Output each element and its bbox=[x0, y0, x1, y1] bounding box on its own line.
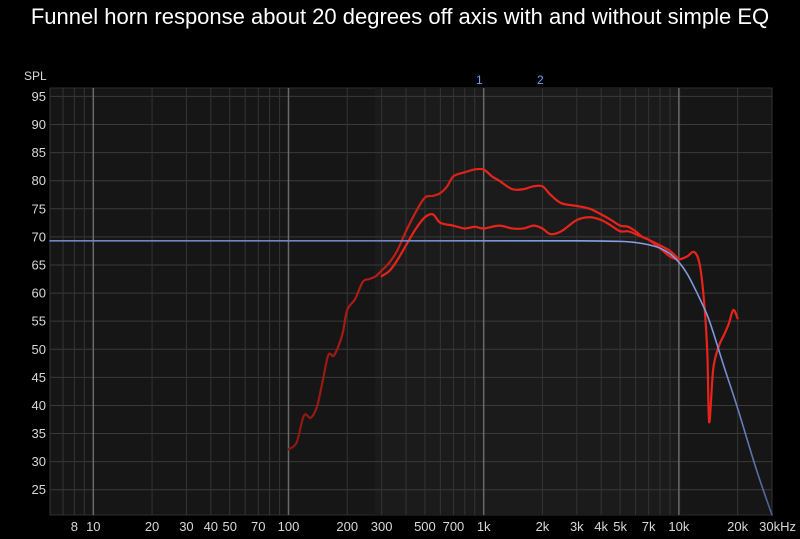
x-axis-ticks: 8 10 20 30 40 50 70 100 200 300 500 700 1k 2k 3k 4k 5k 7k… bbox=[71, 519, 796, 534]
x-tick-label: 30 bbox=[179, 519, 193, 534]
x-tick-label: 20 bbox=[145, 519, 159, 534]
y-axis-ticks: 95 90 85 80 75 70 65 60 55 50 45 40 35 30 25 bbox=[32, 89, 46, 497]
x-tick-label: 30kHz bbox=[759, 519, 796, 534]
y-tick-label: 40 bbox=[32, 398, 46, 413]
x-tick-label: 50 bbox=[222, 519, 236, 534]
y-tick-label: 65 bbox=[32, 257, 46, 272]
grid-lines bbox=[49, 88, 773, 515]
y-tick-label: 25 bbox=[32, 482, 46, 497]
x-tick-label: 10 bbox=[86, 519, 100, 534]
y-tick-label: 80 bbox=[32, 173, 46, 188]
x-tick-label: 4k bbox=[594, 519, 608, 534]
series-line-1 bbox=[380, 213, 680, 278]
series-line-0 bbox=[287, 167, 739, 451]
y-tick-label: 85 bbox=[32, 145, 46, 160]
x-tick-label: 3k bbox=[570, 519, 584, 534]
x-tick-label: 20k bbox=[727, 519, 748, 534]
x-tick-label: 8 bbox=[71, 519, 78, 534]
y-tick-label: 75 bbox=[32, 201, 46, 216]
y-tick-label: 50 bbox=[32, 342, 46, 357]
y-tick-label: 55 bbox=[32, 314, 46, 329]
chart-title: Funnel horn response about 20 degrees of… bbox=[30, 4, 770, 29]
data-series bbox=[49, 167, 773, 516]
y-tick-label: 35 bbox=[32, 426, 46, 441]
y-tick-label: 45 bbox=[32, 370, 46, 385]
series-line-2 bbox=[49, 239, 773, 516]
y-tick-label: 90 bbox=[32, 117, 46, 132]
x-tick-label: 2k bbox=[536, 519, 550, 534]
x-tick-label: 500 bbox=[414, 519, 436, 534]
y-tick-label: 30 bbox=[32, 454, 46, 469]
y-axis-label: SPL bbox=[24, 69, 47, 83]
x-tick-label: 7k bbox=[642, 519, 656, 534]
x-tick-label: 200 bbox=[336, 519, 358, 534]
x-tick-label: 1k bbox=[477, 519, 491, 534]
x-tick-label: 10k bbox=[668, 519, 689, 534]
y-tick-label: 95 bbox=[32, 89, 46, 104]
x-tick-label: 100 bbox=[278, 519, 300, 534]
x-tick-label: 700 bbox=[443, 519, 465, 534]
y-tick-label: 70 bbox=[32, 229, 46, 244]
marker-label-2[interactable]: 2 bbox=[537, 73, 544, 87]
y-tick-label: 60 bbox=[32, 286, 46, 301]
x-tick-label: 70 bbox=[251, 519, 265, 534]
plot-highlight-region bbox=[375, 88, 681, 515]
x-tick-label: 40 bbox=[204, 519, 218, 534]
x-tick-label: 300 bbox=[371, 519, 393, 534]
marker-label-1[interactable]: 1 bbox=[476, 73, 483, 87]
x-tick-label: 5k bbox=[613, 519, 627, 534]
